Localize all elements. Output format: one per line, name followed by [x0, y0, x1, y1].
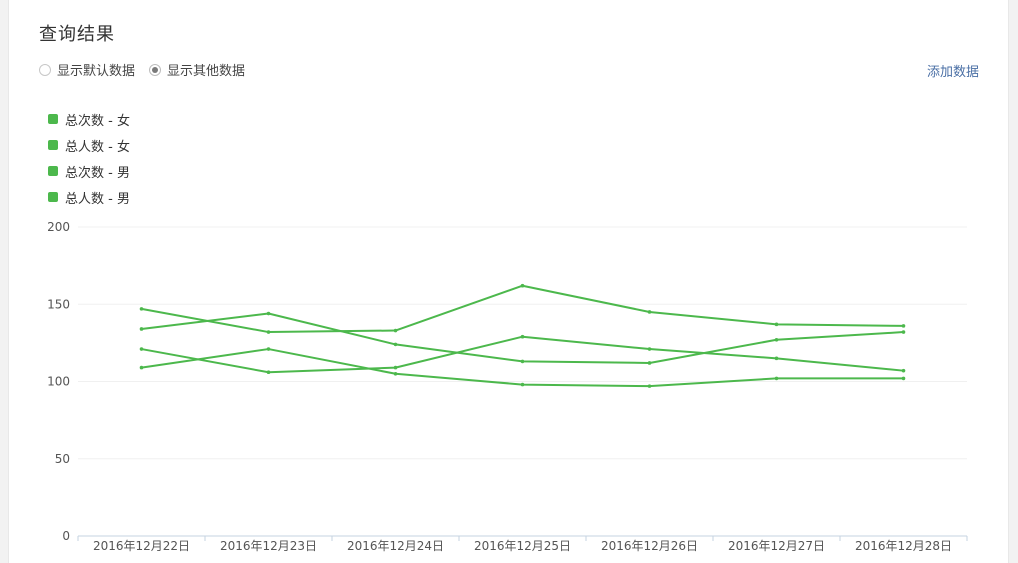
data-point-s0-1 — [266, 330, 271, 334]
x-tick-label: 2016年12月27日 — [728, 539, 825, 553]
legend-swatch-icon — [48, 140, 58, 150]
y-tick-label: 100 — [47, 375, 70, 389]
y-tick-label: 50 — [55, 452, 70, 466]
data-point-s3-4 — [647, 384, 652, 388]
data-point-s2-1 — [266, 370, 271, 375]
data-point-s3-6 — [901, 376, 906, 381]
data-point-s1-1 — [266, 311, 271, 316]
show-other-data-option[interactable]: 显示其他数据 — [149, 60, 245, 79]
x-tick-label: 2016年12月28日 — [855, 539, 952, 553]
data-point-s1-3 — [520, 359, 525, 364]
data-point-s0-5 — [774, 322, 779, 327]
data-point-s3-2 — [393, 371, 398, 376]
data-point-s2-5 — [774, 356, 779, 361]
data-point-s2-6 — [901, 368, 906, 373]
legend-swatch-icon — [48, 114, 58, 124]
legend-item-series-1[interactable]: 总人数 - 女 — [48, 132, 130, 158]
x-tick-label: 2016年12月22日 — [93, 539, 190, 553]
data-point-s2-2 — [393, 365, 398, 370]
data-point-s2-4 — [647, 347, 652, 351]
data-point-s1-5 — [774, 337, 779, 342]
show-default-data-option[interactable]: 显示默认数据 — [39, 60, 135, 79]
radio-checked-icon[interactable] — [149, 63, 162, 76]
legend-label: 总次数 - 女 — [65, 113, 130, 129]
page-title: 查询结果 — [39, 24, 115, 45]
series-line-2 — [141, 335, 904, 374]
legend-label: 总次数 - 男 — [65, 165, 130, 181]
data-point-s0-4 — [647, 310, 652, 314]
x-tick-label: 2016年12月26日 — [601, 539, 698, 553]
radio-unchecked-icon[interactable] — [39, 63, 51, 76]
y-tick-label: 150 — [47, 297, 70, 311]
series-line-0 — [141, 284, 904, 334]
legend-item-series-3[interactable]: 总人数 - 男 — [48, 184, 130, 210]
add-data-link[interactable]: 添加数据 — [926, 65, 979, 80]
y-tick-label: 200 — [47, 220, 70, 234]
y-tick-label: 0 — [62, 529, 70, 543]
data-point-s1-0 — [139, 327, 144, 331]
data-point-s1-4 — [647, 361, 652, 365]
legend-label: 总人数 - 男 — [65, 191, 130, 207]
x-tick-label: 2016年12月25日 — [474, 539, 571, 553]
data-point-s3-5 — [774, 376, 779, 381]
data-point-s0-2 — [393, 328, 398, 333]
data-point-s3-3 — [520, 382, 525, 387]
legend-swatch-icon — [48, 166, 58, 176]
data-point-s3-1 — [266, 347, 271, 351]
legend-item-series-0[interactable]: 总次数 - 女 — [48, 106, 130, 132]
show-default-data-label: 显示默认数据 — [57, 64, 136, 79]
legend-item-series-2[interactable]: 总次数 - 男 — [48, 158, 130, 184]
legend-swatch-icon — [48, 192, 58, 202]
data-point-s0-3 — [520, 283, 525, 288]
results-panel: 查询结果 显示默认数据 显示其他数据 添加数据 总次数 - 女 总人数 - 女 … — [8, 0, 1009, 563]
x-tick-label: 2016年12月23日 — [220, 539, 317, 553]
show-other-data-label: 显示其他数据 — [167, 64, 246, 79]
data-point-s2-3 — [520, 334, 525, 339]
data-point-s1-2 — [393, 342, 398, 347]
data-point-s2-0 — [139, 347, 144, 351]
data-point-s0-6 — [901, 324, 906, 328]
data-mode-radio-group: 显示默认数据 显示其他数据 — [39, 60, 259, 79]
x-tick-label: 2016年12月24日 — [347, 539, 444, 553]
data-point-s1-6 — [901, 330, 906, 334]
data-point-s3-0 — [139, 365, 144, 370]
data-point-s0-0 — [139, 307, 144, 311]
chart-legend: 总次数 - 女 总人数 - 女 总次数 - 男 总人数 - 男 — [48, 106, 130, 210]
legend-label: 总人数 - 女 — [65, 139, 130, 155]
series-line-3 — [141, 348, 904, 388]
